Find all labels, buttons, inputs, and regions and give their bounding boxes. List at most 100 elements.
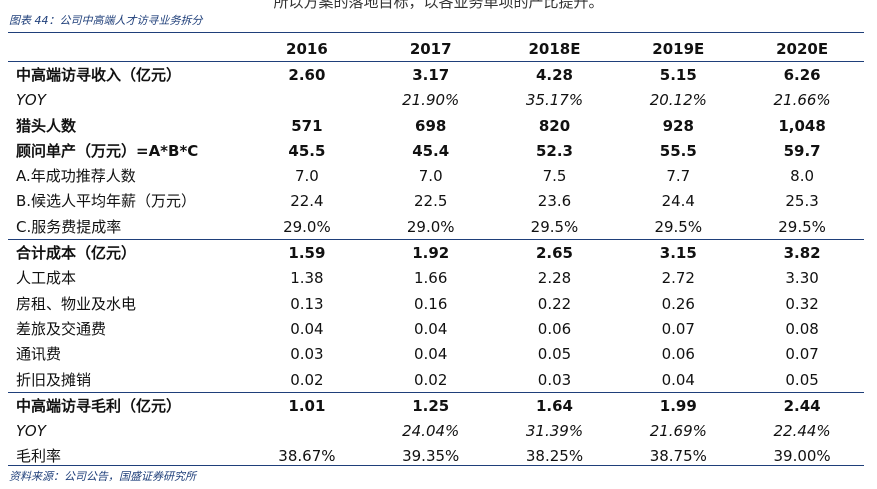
table-cell: 39.35% — [402, 447, 460, 466]
table-row: B.候选人平均年薪（万元） 22.4 22.5 23.6 24.4 25.3 — [8, 189, 864, 214]
table-row: 折旧及摊销 0.02 0.02 0.03 0.04 0.05 — [8, 367, 864, 393]
row-label: 合计成本（亿元） — [8, 239, 245, 266]
row-label: 人工成本 — [16, 269, 77, 288]
table-cell: 0.22 — [537, 294, 572, 313]
table-cell: 4.28 — [492, 61, 617, 88]
table-cell: 0.07 — [661, 319, 695, 338]
row-label: 中高端访寻毛利（亿元） — [8, 392, 245, 419]
table-cell: 0.02 — [413, 370, 448, 389]
table-cell: 22.44% — [773, 422, 831, 441]
table-cell: 22.4 — [290, 192, 324, 211]
header-row: 2016 2017 2018E 2019E 2020E — [8, 36, 864, 62]
top-rule — [8, 32, 864, 33]
table-cell: 38.75% — [649, 447, 707, 466]
table-cell: 2.28 — [537, 269, 572, 288]
table-cell: 0.32 — [785, 294, 819, 313]
table-cell: 0.13 — [290, 294, 324, 313]
table-cell: 1.92 — [368, 239, 493, 266]
table-cell: 0.03 — [537, 370, 572, 389]
table-cell: 35.17% — [525, 91, 584, 110]
table-cell: 2.44 — [740, 392, 864, 419]
table-cell — [245, 88, 369, 113]
table-cell: 31.39% — [525, 422, 584, 441]
table-cell: 1.99 — [616, 392, 741, 419]
table-cell: 21.69% — [649, 422, 707, 441]
source-note: 资料来源：公司公告，国盛证券研究所 — [9, 470, 196, 483]
table-cell: 820 — [538, 116, 571, 135]
table-cell: 6.26 — [740, 61, 864, 88]
table-cell: 59.7 — [783, 141, 821, 160]
table-row: YOY 24.04% 31.39% 21.69% 22.44% — [8, 418, 864, 443]
table-row: YOY 21.90% 35.17% 20.12% 21.66% — [8, 88, 864, 113]
table-cell: 45.5 — [288, 141, 326, 160]
table-cell: 0.05 — [537, 345, 572, 364]
table-row: 人工成本 1.38 1.66 2.28 2.72 3.30 — [8, 266, 864, 291]
table-cell: 0.04 — [661, 370, 695, 389]
table-cell: 29.0% — [283, 217, 331, 236]
table-cell: 1.25 — [368, 392, 493, 419]
table-cell: 7.0 — [418, 167, 443, 186]
table-cell: 1.64 — [492, 392, 617, 419]
table-cell: 38.67% — [278, 447, 336, 466]
header-cell: 2020E — [776, 39, 829, 58]
table-cell: 20.12% — [649, 91, 707, 110]
table-cell: 3.30 — [785, 269, 819, 288]
table-row: 通讯费 0.03 0.04 0.05 0.06 0.07 — [8, 342, 864, 367]
table-cell: 0.16 — [413, 294, 448, 313]
table-cell: 38.25% — [525, 447, 584, 466]
table-cell: 0.08 — [785, 319, 819, 338]
table-cell: 24.4 — [661, 192, 695, 211]
table-cell: 571 — [291, 116, 323, 135]
table-cell: 7.7 — [666, 167, 691, 186]
row-label: 房租、物业及水电 — [16, 294, 137, 313]
table-cell: 2.60 — [245, 61, 369, 88]
table-cell: 52.3 — [535, 141, 573, 160]
table-cell: 22.5 — [413, 192, 448, 211]
header-cell: 2018E — [528, 39, 581, 58]
table-cell: 0.03 — [290, 345, 324, 364]
row-label: 猎头人数 — [16, 116, 77, 135]
table-cell: 29.5% — [778, 217, 826, 236]
table-cell: 928 — [662, 116, 694, 135]
table-row: 毛利率 38.67% 39.35% 38.25% 38.75% 39.00% — [8, 444, 864, 469]
table-cell: 7.0 — [294, 167, 319, 186]
table-cell: 0.26 — [661, 294, 695, 313]
table-cell: 29.5% — [530, 217, 579, 236]
table-cell: 698 — [415, 116, 447, 135]
table-cell: 8.0 — [790, 167, 815, 186]
table-cell: 29.0% — [406, 217, 455, 236]
header-cell — [8, 36, 245, 62]
table-cell: 2.65 — [492, 239, 617, 266]
table-cell: 7.5 — [542, 167, 567, 186]
table-row: C.服务费提成率 29.0% 29.0% 29.5% 29.5% 29.5% — [8, 214, 864, 240]
table-cell: 3.17 — [368, 61, 493, 88]
table-cell: 0.06 — [537, 319, 572, 338]
revenue-breakdown-table: 2016 2017 2018E 2019E 2020E 中高端访寻收入（亿元） 2… — [8, 36, 864, 469]
row-label: 毛利率 — [16, 447, 62, 466]
table-row: 顾问单产（万元）=A*B*C 45.5 45.4 52.3 55.5 59.7 — [8, 138, 864, 163]
row-label: 差旅及交通费 — [16, 319, 107, 338]
figure-title: 图表 44：公司中高端人才访寻业务拆分 — [9, 14, 203, 27]
header-cell: 2016 — [286, 39, 328, 58]
table-cell: 1.66 — [413, 269, 448, 288]
table-cell: 0.02 — [290, 370, 324, 389]
table-row: A.年成功推荐人数 7.0 7.0 7.5 7.7 8.0 — [8, 163, 864, 188]
table-cell: 1.38 — [290, 269, 324, 288]
table-cell: 0.04 — [413, 345, 448, 364]
table-cell: 1.01 — [245, 392, 369, 419]
table-cell: 45.4 — [412, 141, 450, 160]
table-cell: 29.5% — [654, 217, 703, 236]
table-cell: 1,048 — [778, 116, 826, 135]
table-cell: 0.05 — [785, 370, 819, 389]
truncated-body-text: 所以方案的落地目标，以各业务单项的产比提升。 — [273, 0, 604, 11]
table-cell: 21.66% — [773, 91, 831, 110]
row-label: 折旧及摊销 — [16, 370, 92, 389]
bottom-rule — [8, 465, 864, 466]
table-cell — [245, 418, 369, 443]
table-cell: 23.6 — [537, 192, 572, 211]
table-cell: 2.72 — [661, 269, 695, 288]
table-cell: 55.5 — [659, 141, 697, 160]
row-label: B.候选人平均年薪（万元） — [16, 192, 197, 211]
header-cell: 2019E — [652, 39, 705, 58]
header-cell: 2017 — [409, 39, 452, 58]
